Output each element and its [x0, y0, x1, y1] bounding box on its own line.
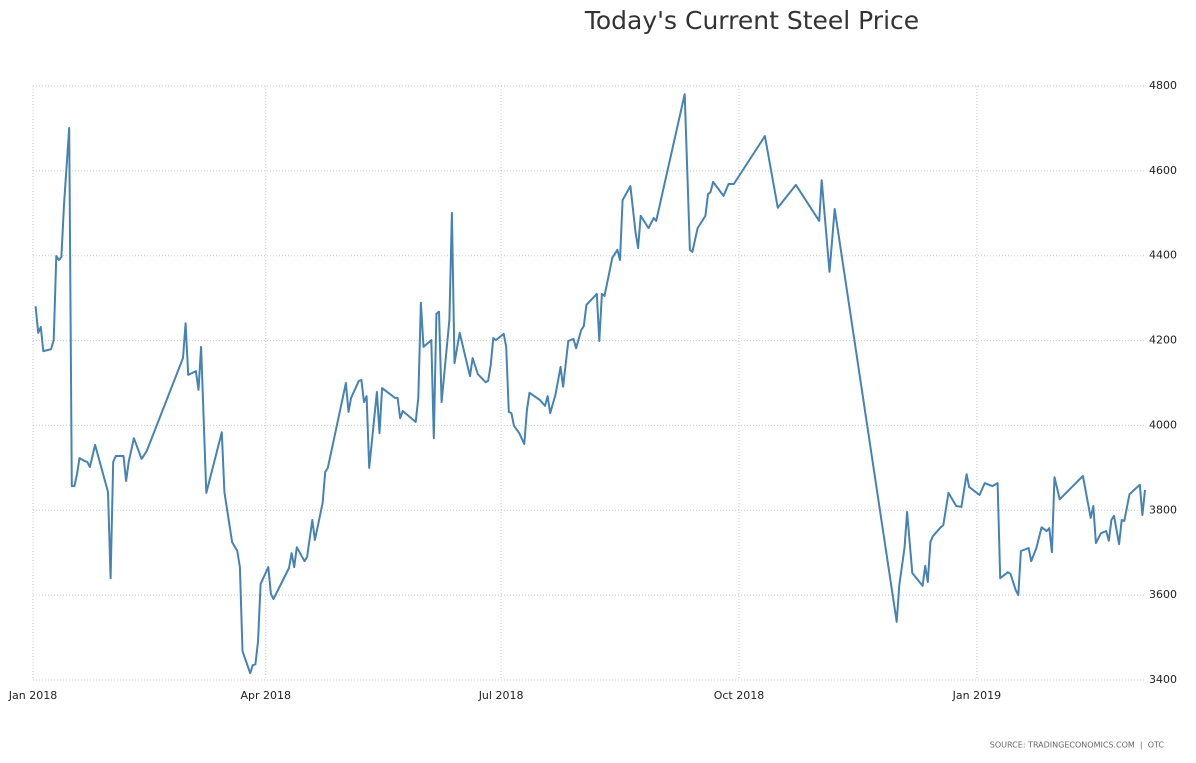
x-tick-label: Jul 2018: [478, 689, 524, 702]
y-tick-label: 4400: [1149, 249, 1177, 262]
y-tick-label: 3400: [1149, 673, 1177, 686]
x-tick-label: Apr 2018: [240, 689, 291, 702]
y-tick-label: 3600: [1149, 588, 1177, 601]
x-tick-label: Jan 2019: [952, 689, 1001, 702]
x-tick-label: Oct 2018: [714, 689, 765, 702]
source-note: SOURCE: TRADINGECONOMICS.COM | OTC: [990, 741, 1165, 750]
x-tick-label: Jan 2018: [8, 689, 57, 702]
y-tick-label: 3800: [1149, 503, 1177, 516]
price-line: [34, 93, 1146, 675]
y-tick-label: 4200: [1149, 334, 1177, 347]
y-tick-label: 4600: [1149, 164, 1177, 177]
chart-title: Today's Current Steel Price: [584, 6, 919, 35]
y-tick-label: 4800: [1149, 79, 1177, 92]
y-tick-label: 4000: [1149, 418, 1177, 431]
